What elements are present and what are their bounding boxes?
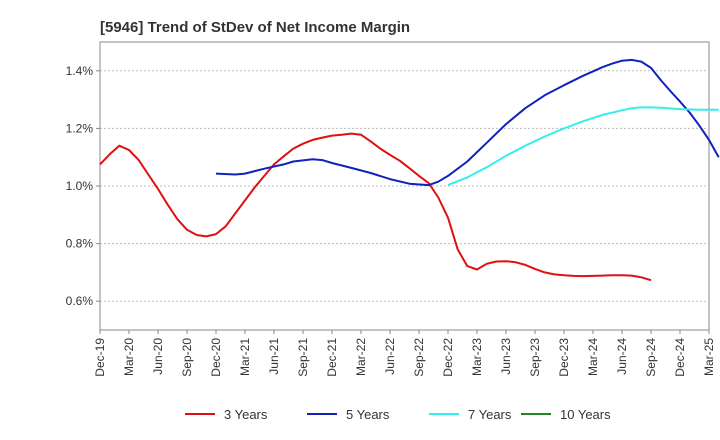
x-tick-label: Jun-23	[499, 338, 513, 375]
x-tick-label: Dec-21	[325, 338, 339, 377]
legend-label: 7 Years	[468, 407, 512, 422]
series-lines	[99, 58, 720, 282]
x-axis: Dec-19 Mar-20 Jun-20 Sep-20 Dec-20 Mar-21 Jun-…	[93, 330, 716, 377]
y-tick-label: 1.4%	[66, 64, 94, 78]
x-tick-label: Mar-24	[586, 338, 600, 376]
x-tick-label: Jun-24	[615, 338, 629, 375]
x-tick-label: Mar-21	[238, 338, 252, 376]
x-tick-label: Dec-23	[557, 338, 571, 377]
legend-label: 10 Years	[560, 407, 611, 422]
x-tick-label: Mar-25	[702, 338, 716, 376]
legend-item: 5 Years	[307, 407, 390, 422]
legend-label: 5 Years	[346, 407, 390, 422]
y-tick-label: 1.0%	[66, 179, 94, 193]
x-tick-label: Mar-22	[354, 338, 368, 376]
legend-item: 7 Years	[429, 407, 512, 422]
y-tick-label: 0.6%	[66, 294, 94, 308]
x-tick-label: Mar-23	[470, 338, 484, 376]
y-axis: 0.6% 0.8% 1.0% 1.2% 1.4%	[66, 64, 100, 308]
legend-label: 3 Years	[224, 407, 268, 422]
x-tick-label: Dec-19	[93, 338, 107, 377]
grid-lines	[100, 70, 709, 302]
x-tick-label: Jun-21	[267, 338, 281, 375]
x-tick-label: Sep-21	[296, 338, 310, 377]
y-tick-label: 1.2%	[66, 121, 94, 135]
x-tick-label: Dec-20	[209, 338, 223, 377]
x-tick-label: Dec-22	[441, 338, 455, 377]
series-line-5-years	[215, 58, 720, 187]
legend-item: 3 Years	[185, 407, 268, 422]
series-line-3-years	[99, 132, 652, 282]
x-tick-label: Sep-23	[528, 338, 542, 377]
chart-title: [5946] Trend of StDev of Net Income Marg…	[100, 19, 410, 36]
x-tick-label: Dec-24	[673, 338, 687, 377]
legend: 3 Years 5 Years 7 Years 10 Years	[185, 407, 611, 422]
series-line-7-years	[447, 106, 719, 187]
legend-item: 10 Years	[521, 407, 611, 422]
y-tick-label: 0.8%	[66, 237, 94, 251]
x-tick-label: Sep-20	[180, 338, 194, 377]
x-tick-label: Sep-24	[644, 338, 658, 377]
x-tick-label: Sep-22	[412, 338, 426, 377]
x-tick-label: Jun-20	[151, 338, 165, 375]
x-tick-label: Jun-22	[383, 338, 397, 375]
x-tick-label: Mar-20	[122, 338, 136, 376]
